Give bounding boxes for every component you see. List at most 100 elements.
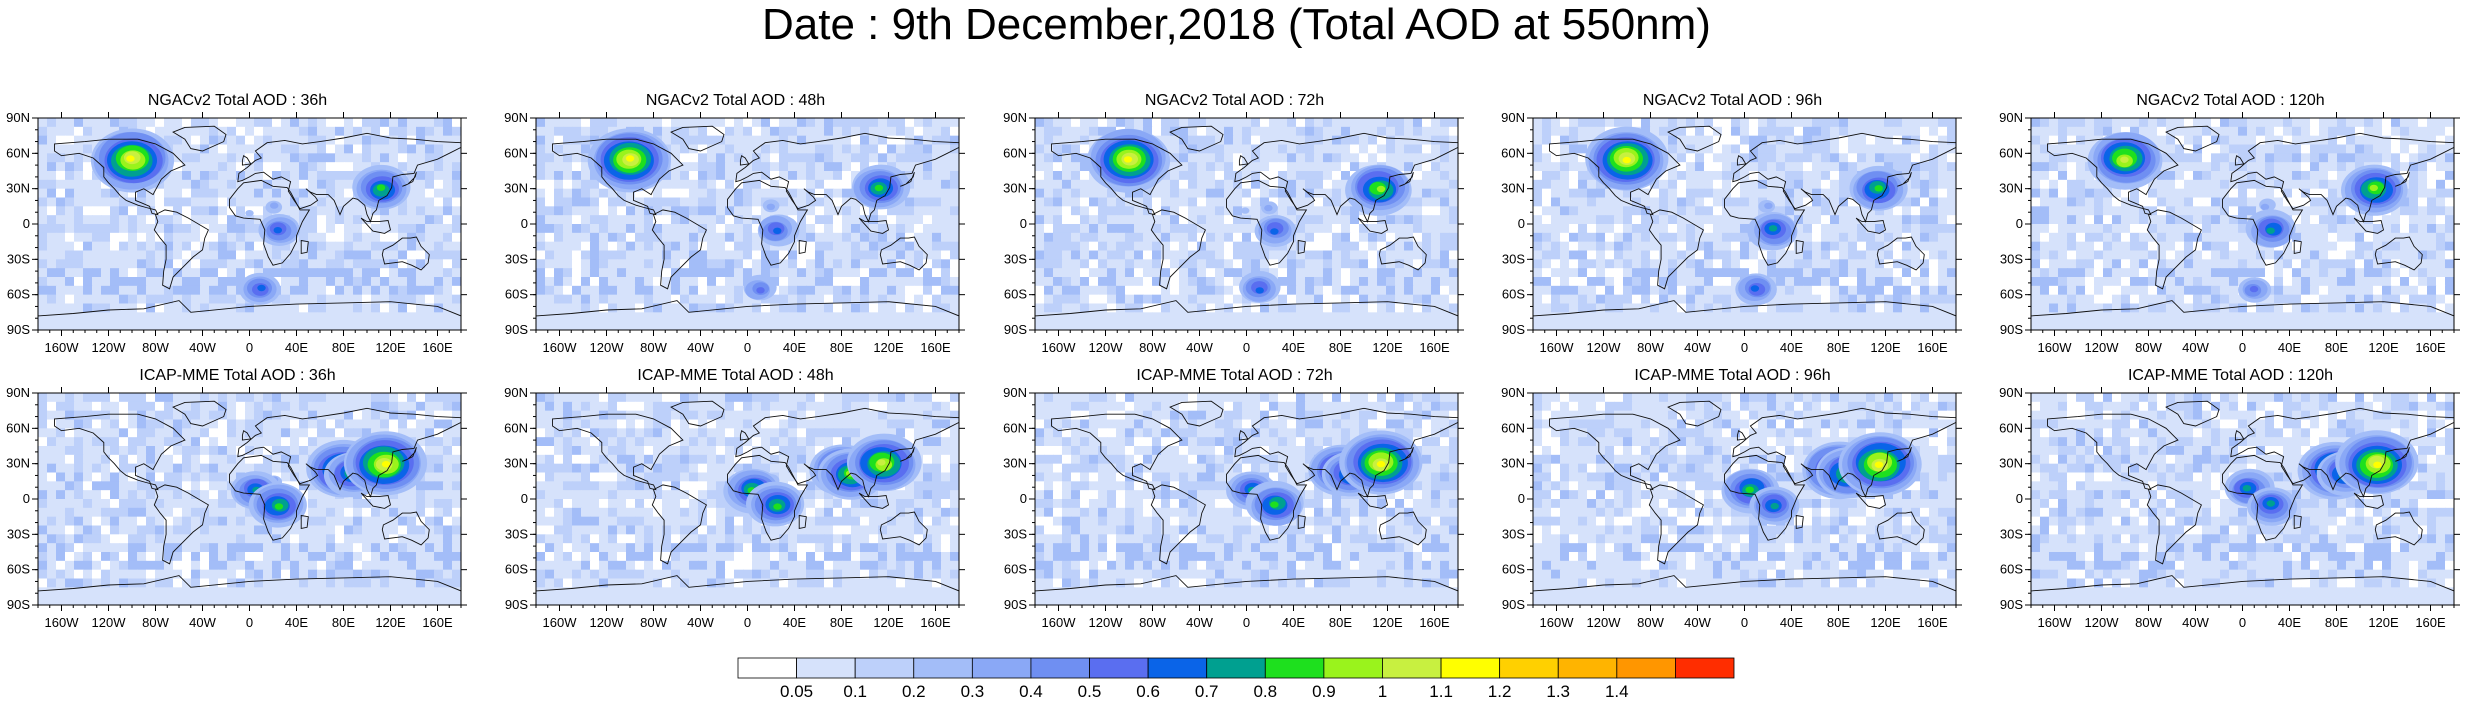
aod-cell xyxy=(1188,162,1198,171)
aod-cell xyxy=(434,118,444,127)
aod-cell xyxy=(698,259,708,268)
aod-cell xyxy=(110,224,120,233)
aod-cell xyxy=(1323,321,1333,330)
aod-cell xyxy=(1803,259,1813,268)
aod-cell xyxy=(1722,233,1732,242)
aod-cell xyxy=(1314,145,1324,154)
aod-cell xyxy=(1605,233,1615,242)
aod-cell xyxy=(380,145,390,154)
aod-cell xyxy=(119,233,129,242)
aod-cell xyxy=(779,198,789,207)
aod-cell xyxy=(1902,295,1912,304)
aod-cell xyxy=(1659,215,1669,224)
aod-cell xyxy=(1161,242,1171,251)
aod-cell xyxy=(545,242,555,251)
aod-cell xyxy=(425,206,435,215)
aod-cell xyxy=(1596,189,1606,198)
aod-cell xyxy=(1848,118,1858,127)
aod-cell xyxy=(92,127,102,136)
aod-cell xyxy=(1713,118,1723,127)
aod-cell xyxy=(1449,215,1459,224)
aod-cell xyxy=(1134,224,1144,233)
aod-cell xyxy=(1776,295,1786,304)
aod-cell xyxy=(1278,268,1288,277)
aod-cell xyxy=(1188,295,1198,304)
aod-cell xyxy=(806,259,816,268)
aod-cell xyxy=(1422,180,1432,189)
aod-cell xyxy=(164,251,174,260)
aod-cell xyxy=(38,277,48,286)
aod-cell xyxy=(74,171,84,180)
aod-cell xyxy=(1596,321,1606,330)
aod-cell xyxy=(671,180,681,189)
aod-cell xyxy=(1233,136,1243,145)
aod-cell xyxy=(1332,162,1342,171)
aod-cell xyxy=(797,180,807,189)
aod-cell xyxy=(563,224,573,233)
aod-cell xyxy=(1368,304,1378,313)
aod-cell xyxy=(536,224,546,233)
aod-cell xyxy=(110,259,120,268)
aod-cell xyxy=(608,321,618,330)
aod-cell xyxy=(1902,224,1912,233)
aod-cell xyxy=(200,206,210,215)
aod-cell xyxy=(680,171,690,180)
aod-cell xyxy=(581,215,591,224)
aod-cell xyxy=(752,118,762,127)
aod-cell xyxy=(1857,268,1867,277)
aod-cell xyxy=(1071,224,1081,233)
aod-cell xyxy=(1395,312,1405,321)
aod-cell xyxy=(1641,242,1651,251)
aod-cell xyxy=(1569,242,1579,251)
aod-cell xyxy=(1884,136,1894,145)
aod-cell xyxy=(1785,268,1795,277)
aod-cell xyxy=(1143,286,1153,295)
aod-cell xyxy=(1224,153,1234,162)
aod-cell xyxy=(797,295,807,304)
aod-cell xyxy=(1947,171,1957,180)
aod-cell xyxy=(1920,321,1930,330)
aod-cell xyxy=(191,268,201,277)
aod-cell xyxy=(1605,259,1615,268)
aod-cell xyxy=(74,162,84,171)
aod-cell xyxy=(1350,259,1360,268)
aod-cell xyxy=(1422,242,1432,251)
aod-cell xyxy=(833,118,843,127)
aod-cell xyxy=(1605,286,1615,295)
aod-cell xyxy=(1197,215,1207,224)
aod-cell xyxy=(815,189,825,198)
aod-cell xyxy=(425,215,435,224)
aod-cell xyxy=(308,145,318,154)
aod-cell xyxy=(1668,251,1678,260)
aod-cell xyxy=(281,286,291,295)
aod-cell xyxy=(416,321,426,330)
aod-cell xyxy=(173,286,183,295)
aod-cell xyxy=(1695,145,1705,154)
aod-cell xyxy=(1179,242,1189,251)
aod-cell xyxy=(1569,224,1579,233)
aod-cell xyxy=(581,136,591,145)
aod-cell xyxy=(1848,206,1858,215)
aod-cell xyxy=(371,268,381,277)
aod-cell xyxy=(1920,180,1930,189)
aod-cell xyxy=(1413,321,1423,330)
aod-cell xyxy=(1785,127,1795,136)
aod-cell xyxy=(1395,251,1405,260)
aod-cell xyxy=(1413,153,1423,162)
aod-cell xyxy=(1287,268,1297,277)
aod-cell xyxy=(101,304,111,313)
aod-cell xyxy=(74,251,84,260)
aod-cell xyxy=(1929,118,1939,127)
aod-cell xyxy=(317,118,327,127)
aod-cell xyxy=(932,224,942,233)
aod-cell xyxy=(878,295,888,304)
aod-cell xyxy=(1902,127,1912,136)
aod-cell xyxy=(806,268,816,277)
aod-cell xyxy=(1386,304,1396,313)
aod-cell xyxy=(1686,153,1696,162)
aod-cell xyxy=(725,268,735,277)
aod-cell xyxy=(1305,145,1315,154)
aod-cell xyxy=(1224,198,1234,207)
aod-cell xyxy=(209,304,219,313)
aod-cell xyxy=(1731,189,1741,198)
